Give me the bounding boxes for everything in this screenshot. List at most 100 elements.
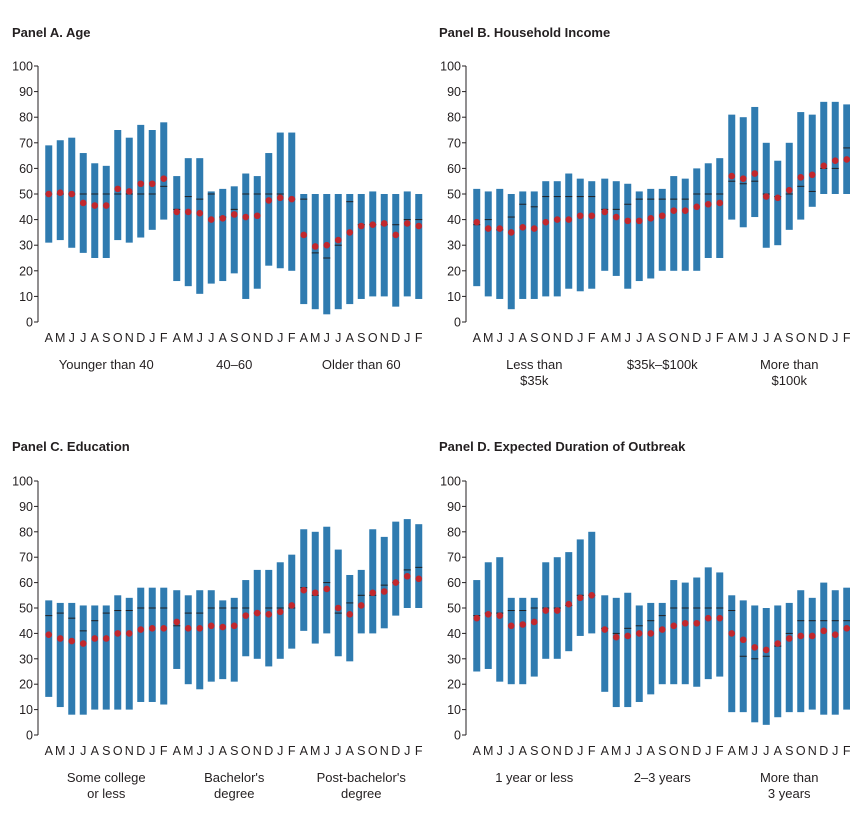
x-tick-label: M (183, 744, 193, 758)
range-bar (624, 592, 632, 708)
x-tick-label: A (519, 331, 528, 345)
x-tick-label: O (796, 744, 806, 758)
median-dot (670, 207, 678, 214)
y-tick-label: 70 (19, 551, 33, 565)
median-dot (553, 216, 561, 223)
median-dot (184, 625, 192, 632)
range-bar (230, 186, 238, 274)
median-dot (751, 644, 759, 651)
range-bar (114, 130, 122, 241)
x-tick-label: A (647, 744, 656, 758)
median-dot (785, 186, 793, 194)
median-dot (843, 625, 850, 632)
range-bar (565, 173, 573, 289)
range-bar (681, 178, 689, 271)
panel-4: Panel D. Expected Duration of Outbreak 0 1… (439, 439, 850, 801)
range-bar (808, 114, 816, 207)
x-tick-label: M (738, 331, 748, 345)
range-bar (392, 194, 400, 307)
x-tick-label: J (149, 331, 155, 345)
range-bar (670, 580, 678, 685)
y-tick-label: 40 (447, 627, 461, 641)
range-bar (588, 181, 596, 289)
range-bar (635, 191, 643, 282)
x-tick-label: J (277, 331, 283, 345)
range-bar (612, 597, 620, 708)
x-tick-label: A (91, 744, 100, 758)
x-tick-label: F (160, 744, 168, 758)
median-dot (496, 612, 504, 619)
y-tick-label: 40 (19, 213, 33, 227)
range-bar (288, 554, 296, 649)
median-dot (334, 236, 342, 244)
x-tick-label: D (264, 744, 273, 758)
range-bar (774, 605, 782, 718)
median-dot (392, 231, 400, 239)
median-dot (403, 572, 411, 580)
range-bar (831, 101, 839, 194)
median-dot (565, 600, 573, 608)
x-tick-label: A (647, 331, 656, 345)
median-dot (288, 602, 296, 609)
median-dot (380, 220, 388, 227)
y-tick-label: 0 (454, 729, 461, 743)
range-bar (242, 173, 250, 299)
x-tick-label: A (219, 744, 228, 758)
x-tick-label: S (357, 744, 365, 758)
group-label: degree (214, 786, 254, 801)
x-tick-label: S (357, 331, 365, 345)
range-bar (196, 590, 204, 690)
range-bar (403, 519, 411, 608)
range-bar (311, 531, 319, 644)
median-dot (125, 188, 133, 195)
median-dot (219, 215, 227, 222)
median-dot (647, 630, 655, 637)
x-tick-label: D (564, 331, 573, 345)
x-tick-label: J (752, 744, 758, 758)
range-bar (693, 168, 701, 271)
x-tick-label: A (173, 331, 182, 345)
range-bar (173, 176, 181, 282)
range-bar (624, 183, 632, 289)
median-dot (207, 216, 215, 223)
median-dot (530, 618, 538, 626)
x-tick-label: F (588, 331, 596, 345)
median-dot (148, 180, 156, 188)
median-dot (496, 225, 504, 232)
median-dot (148, 625, 156, 632)
x-tick-label: S (530, 744, 538, 758)
range-bar (681, 582, 689, 685)
group-label: degree (341, 786, 381, 801)
median-dot (91, 202, 99, 209)
range-bar (415, 194, 423, 299)
median-dot (484, 611, 492, 618)
range-bar (530, 191, 538, 299)
median-dot (219, 623, 227, 631)
y-tick-label: 90 (19, 85, 33, 99)
x-tick-label: O (541, 331, 551, 345)
median-dot (357, 222, 365, 230)
x-tick-label: A (519, 744, 528, 758)
range-bar (334, 194, 342, 310)
range-bar (843, 587, 850, 710)
range-bar (820, 101, 828, 194)
median-dot (670, 622, 678, 630)
panel-title: Panel D. Expected Duration of Outbreak (439, 439, 686, 454)
x-tick-label: J (832, 331, 838, 345)
range-bar (403, 191, 411, 297)
range-bar (670, 176, 678, 271)
y-tick-label: 100 (440, 60, 461, 74)
median-dot (519, 223, 527, 231)
range-bar (762, 608, 770, 725)
median-dot (693, 203, 701, 211)
x-tick-label: J (763, 331, 769, 345)
median-dot (276, 194, 284, 202)
x-tick-label: N (681, 744, 690, 758)
x-tick-label: A (601, 331, 610, 345)
x-tick-label: J (277, 744, 283, 758)
x-tick-label: M (483, 744, 493, 758)
range-bar (542, 181, 550, 297)
x-tick-label: J (705, 744, 711, 758)
